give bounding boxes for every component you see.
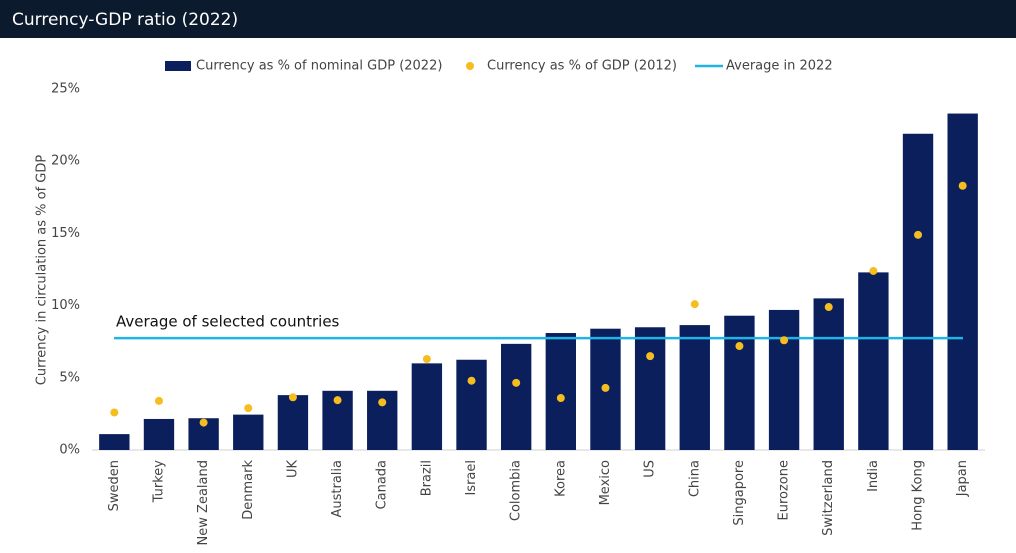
dot [869,266,878,275]
x-tick-label: Israel [464,460,479,496]
bar [768,309,800,450]
dot [735,342,744,351]
y-tick-label: 5% [59,370,80,385]
bar [143,418,175,450]
bar [902,133,934,450]
dot [422,355,431,364]
bar [99,434,130,450]
x-tick-label: Korea [553,460,568,497]
y-tick-label: 0% [59,443,80,458]
x-tick-label: Mexico [598,460,613,505]
header-title: Currency-GDP ratio (2022) [12,10,238,30]
x-tick-label: Denmark [241,460,256,520]
dot [378,398,387,407]
y-axis-label: Currency in circulation as % of GDP [35,155,50,386]
x-tick-label: Singapore [732,460,747,526]
x-tick-label: UK [285,460,300,479]
x-tick-label: Australia [330,460,345,518]
x-tick-label: New Zealand [196,460,211,545]
bar [411,363,443,450]
x-tick-label: India [866,460,881,492]
bar [456,359,487,450]
x-tick-label: China [687,460,702,497]
dot [646,352,655,361]
bar [277,395,309,450]
dot [110,408,119,417]
x-tick-label: Sweden [107,460,122,511]
legend-swatch [165,61,191,71]
y-tick-label: 10% [51,298,80,313]
dot [199,418,208,427]
bar [813,298,844,450]
legend-label: Currency as % of nominal GDP (2022) [196,59,442,74]
bar [858,272,889,450]
dot [824,303,833,312]
x-tick-label: Eurozone [777,460,792,520]
legend-label: Average in 2022 [726,59,833,74]
dot [288,393,297,402]
dot [512,378,521,387]
header-bar [0,0,1016,38]
legend-swatch [466,62,474,70]
bar [679,325,710,450]
legend-label: Currency as % of GDP (2012) [487,59,677,74]
average-annotation: Average of selected countries [116,313,340,331]
dot [154,396,163,405]
x-tick-label: Canada [375,460,390,509]
dot [244,404,253,413]
bar [634,327,666,450]
dot [467,376,476,385]
bar [724,315,755,450]
bar [545,333,577,450]
dot [958,181,967,190]
dot [690,300,699,309]
dot [556,394,565,403]
y-tick-label: 15% [51,226,80,241]
x-tick-label: Brazil [419,460,434,496]
bar [500,343,532,450]
x-tick-label: Switzerland [821,460,836,536]
dot [333,396,342,405]
x-tick-label: Turkey [151,460,166,504]
x-tick-label: Hong Kong [911,460,926,531]
x-tick-label: Colombia [509,460,524,521]
x-tick-label: US [643,460,658,478]
x-tick-label: Japan [955,460,970,497]
bar [233,414,264,450]
bar [947,113,978,450]
y-tick-label: 25% [51,82,80,97]
dot [914,230,923,239]
dot [601,383,610,392]
y-tick-label: 20% [51,154,80,169]
dot [780,336,789,345]
